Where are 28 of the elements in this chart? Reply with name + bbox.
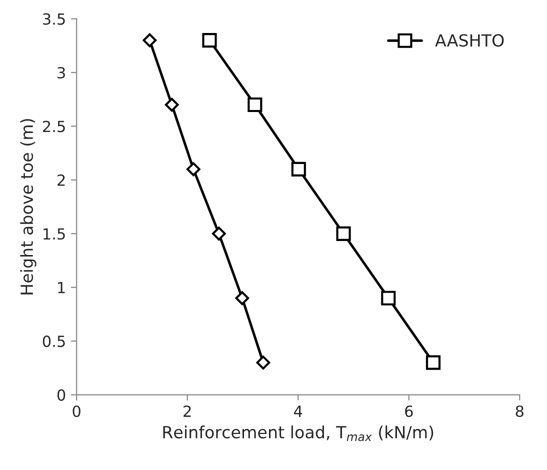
point: [202, 32, 217, 48]
y-tick-label: 3: [58, 66, 65, 79]
point: [235, 291, 250, 306]
legend-label: AASHTO: [435, 34, 504, 47]
y-tick-label: 2.5: [42, 120, 65, 132]
y-tick-label: 2: [58, 174, 65, 186]
x-tick-label: 4: [294, 406, 302, 417]
point: [381, 290, 396, 306]
x-axis-title: Reinforcement load, T$_{max}$ (kN/m): [163, 426, 434, 442]
x-tick-label: 0: [72, 405, 80, 418]
y-tick-label: 1.5: [44, 228, 65, 240]
point: [186, 162, 200, 176]
point: [426, 355, 441, 370]
point: [142, 33, 157, 48]
y-tick-label: 1: [58, 282, 65, 294]
y-tick-label: 0: [57, 389, 66, 401]
y-tick-label: 0.5: [42, 336, 65, 348]
point: [291, 162, 306, 176]
x-tick-label: 8: [516, 405, 524, 418]
point: [248, 97, 262, 112]
x-tick-label: 6: [405, 405, 413, 418]
point: [336, 226, 351, 241]
point: [164, 98, 179, 112]
point: [212, 226, 226, 241]
point: [256, 356, 270, 370]
y-tick-label: 3.5: [43, 13, 65, 25]
x-tick-label: 2: [184, 405, 191, 417]
y-axis-title: Height above toe (m): [20, 119, 36, 294]
